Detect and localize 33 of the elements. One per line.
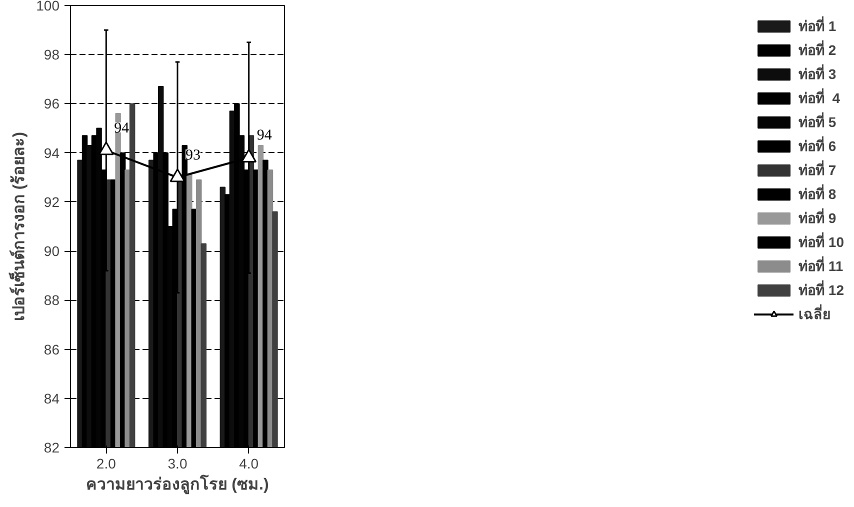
x-tick-label: 3.0 [168, 456, 188, 472]
legend-label: ท่อที่ 3 [798, 63, 836, 84]
data-label: 93 [186, 147, 200, 164]
point [170, 168, 186, 182]
y-tick-label: 96 [44, 96, 60, 112]
point [241, 148, 257, 163]
y-tick-label: 90 [44, 243, 60, 260]
y-tick-label: 100 [36, 0, 60, 14]
y-axis-title: เปอร์เซ็นต์การงอก (ร้อยละ) [7, 132, 28, 322]
x-axis-title: ความยาวร่องลูกโรย (ซม.) [86, 474, 269, 496]
legend-label: ท่อที่ 7 [798, 159, 836, 180]
legend-label: ท่อที่ 6 [798, 135, 836, 156]
y-tick-label: 84 [44, 390, 60, 406]
legend-label: ท่อที่ 10 [798, 231, 844, 252]
legend-label: ท่อที่ 9 [798, 207, 836, 228]
x-tick-label: 4.0 [239, 456, 259, 472]
y-tick-label: 94 [44, 144, 60, 161]
legend-label: ท่อที่ 8 [798, 183, 836, 204]
data-label: 94 [114, 120, 130, 136]
legend-label: ท่อที่ 2 [798, 39, 836, 60]
y-tick-label: 86 [44, 341, 60, 358]
y-tick-label: 82 [44, 440, 60, 456]
y-tick-label: 92 [44, 194, 60, 210]
legend-label: เฉลี่ย [798, 303, 831, 324]
legend-label: ท่อที่ 12 [798, 279, 844, 300]
x-tick-label: 2.0 [96, 456, 116, 472]
legend-label: ท่อที่ 4 [798, 87, 840, 108]
y-tick-label: 88 [44, 292, 60, 308]
legend-label: ท่อที่ 11 [798, 255, 844, 276]
legend-label: ท่อที่ 5 [798, 111, 836, 132]
data-label: 94 [256, 128, 272, 144]
legend-label: ท่อที่ 1 [798, 15, 836, 36]
y-tick-label: 98 [44, 46, 60, 63]
